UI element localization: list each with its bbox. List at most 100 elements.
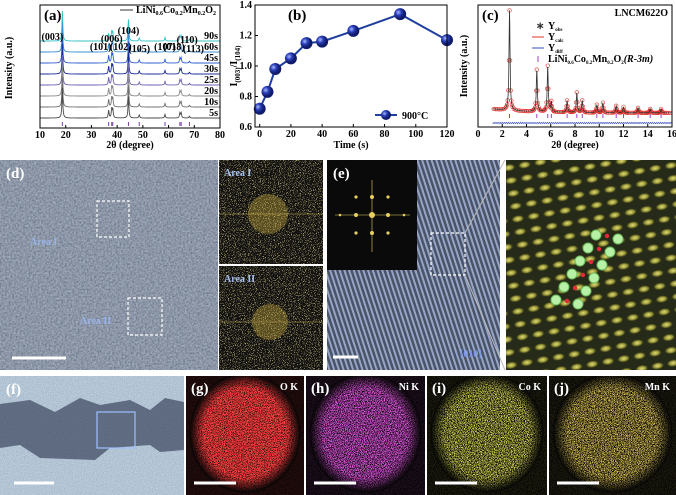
peak-label: (101) bbox=[90, 42, 112, 53]
x-axis-label: Time (s) bbox=[333, 140, 368, 151]
fft-noise bbox=[219, 266, 323, 370]
xrd-trace bbox=[40, 43, 220, 75]
atom-tm bbox=[612, 233, 624, 245]
obs-point bbox=[504, 104, 509, 109]
lattice-zoom bbox=[506, 160, 676, 370]
xrd-trace bbox=[40, 87, 220, 119]
plot-frame bbox=[477, 4, 673, 128]
x-tick-label: 40 bbox=[112, 130, 122, 141]
peak-label: (104) bbox=[118, 26, 140, 37]
data-point bbox=[394, 8, 407, 21]
x-tick-label: 20 bbox=[286, 129, 296, 140]
x-tick-label: 4 bbox=[524, 129, 529, 140]
panel-c: Intensity (a.u.) 2θ (degree) (c) LNCM622… bbox=[459, 8, 668, 151]
data-point bbox=[284, 52, 297, 65]
obs-point bbox=[531, 108, 536, 113]
obs-point bbox=[531, 107, 536, 113]
tem-image bbox=[0, 160, 218, 370]
zoom-line bbox=[464, 274, 506, 371]
data-point bbox=[300, 37, 313, 50]
atom-li bbox=[596, 246, 602, 252]
x-tick-label: 80 bbox=[380, 129, 390, 140]
zone-axis: [010] bbox=[460, 349, 482, 360]
x-axis-label: 2θ (degree) bbox=[106, 140, 154, 151]
obs-point bbox=[542, 107, 547, 112]
peak-label: (102) bbox=[110, 42, 132, 53]
atom-tm bbox=[590, 229, 602, 241]
panel-label: (e) bbox=[333, 166, 350, 182]
x-tick-label: 16 bbox=[667, 129, 676, 140]
xrd-trace bbox=[40, 10, 220, 42]
fft-label: Area II bbox=[224, 274, 255, 285]
trace-label: 30s bbox=[204, 64, 218, 75]
eds-maps: (g) O K (h) Ni K (i) Co K (j) Mn K bbox=[186, 376, 676, 495]
obs-point bbox=[551, 108, 556, 113]
legend-label: LiNi0.6Co0.2Mn0.2O2 bbox=[136, 5, 216, 17]
x-tick-label: 120 bbox=[440, 129, 455, 140]
panel-label: (b) bbox=[288, 8, 306, 24]
eds-map bbox=[427, 376, 547, 495]
legend-label: 900°C bbox=[402, 111, 428, 122]
eds-map bbox=[186, 376, 304, 495]
chart-title: LNCM622O bbox=[615, 8, 669, 19]
x-tick-label: 10 bbox=[35, 130, 45, 141]
area-label: Area II bbox=[80, 316, 111, 327]
diff-line bbox=[492, 121, 673, 125]
y-tick-label: 0.8 bbox=[240, 92, 253, 103]
element-label: Co K bbox=[519, 382, 542, 393]
trace-label: 90s bbox=[204, 31, 218, 42]
atom-tm bbox=[558, 281, 570, 293]
trace-label: 60s bbox=[204, 42, 218, 53]
data-point bbox=[347, 24, 360, 37]
x-axis-label: 2θ (degree) bbox=[551, 140, 599, 151]
shade bbox=[0, 160, 218, 370]
x-tick-label: 70 bbox=[189, 130, 199, 141]
x-tick-label: 40 bbox=[317, 129, 327, 140]
x-tick-label: 8 bbox=[573, 129, 578, 140]
legend-label: Ydiff bbox=[548, 43, 563, 55]
zoom-line bbox=[464, 159, 506, 234]
panel-label: (c) bbox=[482, 8, 499, 24]
area-box bbox=[96, 200, 130, 238]
x-tick-label: 60 bbox=[348, 129, 358, 140]
panel-label: (d) bbox=[6, 166, 24, 182]
roi-box bbox=[96, 411, 136, 449]
y-axis-label: I(003)/I(104) bbox=[229, 45, 242, 87]
obs-point bbox=[541, 108, 547, 113]
panel-label: (f) bbox=[6, 382, 21, 398]
y-axis-label: Intensity (a.u.) bbox=[459, 35, 470, 98]
peak-label: (018) bbox=[163, 42, 185, 53]
element-label: Ni K bbox=[399, 382, 420, 393]
fft-noise bbox=[219, 160, 323, 264]
xrd-trace bbox=[40, 65, 220, 97]
y-axis-label: Intensity (a.u.) bbox=[4, 37, 15, 100]
x-tick-label: 20 bbox=[61, 130, 71, 141]
obs-point bbox=[543, 106, 548, 112]
atom-tm bbox=[574, 255, 586, 267]
panel-f: (f) bbox=[0, 376, 184, 495]
legend-marker: ∗ bbox=[536, 21, 544, 32]
atom-overlay bbox=[550, 229, 624, 310]
calc-line bbox=[492, 10, 672, 114]
y-tick-label: 1.2 bbox=[240, 31, 253, 42]
data-point bbox=[269, 63, 282, 76]
obs-point bbox=[572, 109, 577, 114]
data-point bbox=[261, 85, 274, 98]
x-tick-label: 60 bbox=[164, 130, 174, 141]
x-tick-label: 30 bbox=[86, 130, 96, 141]
peak-label: (006) bbox=[101, 34, 123, 45]
data-point bbox=[316, 35, 329, 48]
trace-label: 25s bbox=[204, 75, 218, 86]
atom-tm bbox=[550, 294, 562, 306]
panel-b: I(003)/I(104) Time (s) (b) bbox=[229, 8, 369, 151]
eds-map bbox=[306, 376, 425, 495]
trace-label: 20s bbox=[204, 86, 218, 97]
zoom-box bbox=[430, 232, 466, 276]
peak-label: (110) bbox=[177, 35, 198, 46]
xrd-trace bbox=[40, 32, 220, 64]
x-tick-label: 0 bbox=[476, 129, 481, 140]
xrd-trace bbox=[40, 54, 220, 86]
peak-label: (003) bbox=[42, 32, 64, 43]
panel-label: (g) bbox=[191, 381, 209, 397]
